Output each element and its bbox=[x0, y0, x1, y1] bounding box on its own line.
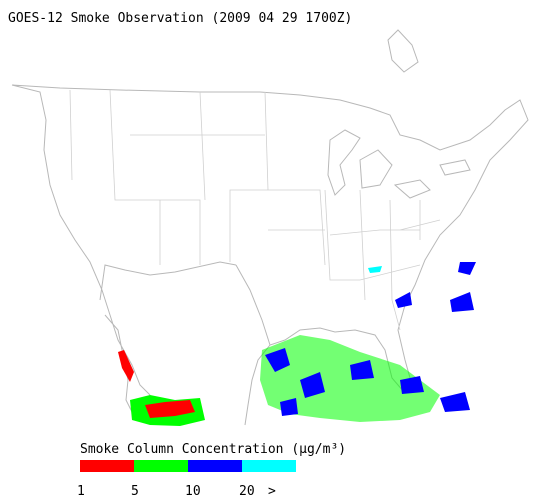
map-title: GOES-12 Smoke Observation (2009 04 29 17… bbox=[8, 11, 352, 26]
greenland-island bbox=[387, 29, 419, 73]
legend: 1 5 10 20 > bbox=[77, 460, 296, 499]
legend-label: 10 bbox=[185, 484, 201, 499]
legend-label: 1 bbox=[77, 484, 85, 499]
legend-label: 20 bbox=[239, 484, 255, 499]
smoke-patch bbox=[265, 262, 476, 416]
smoke-patch bbox=[118, 350, 134, 382]
legend-label: > bbox=[268, 484, 276, 499]
lakes bbox=[327, 129, 471, 199]
legend-swatch bbox=[134, 460, 188, 472]
legend-swatch bbox=[188, 460, 242, 472]
smoke-areas bbox=[118, 262, 476, 426]
legend-title: Smoke Column Concentration (μg/m³) bbox=[80, 442, 346, 457]
state-borders bbox=[69, 89, 441, 331]
legend-swatch bbox=[80, 460, 134, 472]
legend-swatch bbox=[242, 460, 296, 472]
smoke-patch bbox=[368, 266, 382, 273]
smoke-patch bbox=[260, 335, 440, 422]
smoke-patch bbox=[145, 400, 195, 418]
legend-label: 5 bbox=[131, 484, 139, 499]
